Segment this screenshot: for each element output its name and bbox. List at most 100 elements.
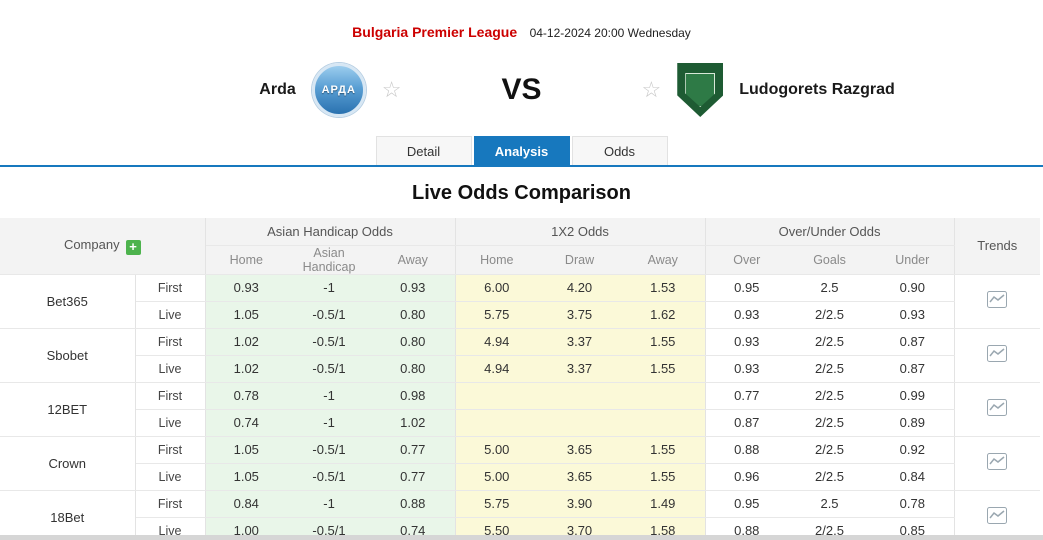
company-name: 18Bet (0, 490, 136, 540)
odds-cell: 0.93 (705, 328, 789, 356)
odds-cell: 0.92 (871, 436, 955, 464)
company-header: Company + (0, 218, 206, 275)
odds-cell: 0.87 (871, 355, 955, 383)
odds-cell: 2/2.5 (788, 409, 872, 437)
trend-chart-icon[interactable] (987, 399, 1008, 416)
odds-cell: 5.00 (455, 436, 539, 464)
odds-cell: 1.53 (621, 274, 706, 302)
table-row: Live 1.00 -0.5/1 0.74 5.50 3.70 1.58 0.8… (0, 517, 1040, 540)
sub-header: Over (705, 245, 789, 275)
league-name: Bulgaria Premier League (352, 24, 518, 40)
company-name: 12BET (0, 382, 136, 437)
sub-header: Goals (788, 245, 872, 275)
add-company-button[interactable]: + (125, 239, 141, 255)
odds-cell: 0.80 (371, 355, 456, 383)
company-name: Bet365 (0, 274, 136, 329)
odds-cell: 0.93 (705, 301, 789, 329)
sub-header: Asian Handicap (287, 245, 372, 275)
trend-chart-icon[interactable] (987, 345, 1008, 362)
odds-cell: 1.62 (621, 301, 706, 329)
trends-cell (954, 436, 1041, 491)
odds-cell: 3.37 (538, 328, 622, 356)
odds-cell: -0.5/1 (287, 463, 372, 491)
table-row: 12BET First 0.78 -1 0.98 0.77 2/2.5 0.99 (0, 382, 1041, 437)
live-odds-table: Company + Asian Handicap Odds 1X2 Odds Ov… (0, 218, 1041, 540)
odds-cell: 2/2.5 (788, 436, 872, 464)
home-logo-text: АРДА (321, 84, 356, 96)
trends-cell (954, 274, 1041, 329)
home-team-name: Arda (259, 81, 296, 98)
odds-cell: -1 (287, 490, 372, 518)
company-block-sbobet: Sbobet First 1.02 -0.5/1 0.80 4.94 3.37 … (0, 328, 1041, 383)
table-row: Live 1.02 -0.5/1 0.80 4.94 3.37 1.55 0.9… (0, 355, 1040, 383)
odds-cell: 0.77 (371, 463, 456, 491)
odds-cell: 2/2.5 (788, 355, 872, 383)
company-header-label: Company (63, 236, 120, 252)
trend-chart-icon[interactable] (987, 507, 1008, 524)
favorite-star-home-icon[interactable]: ☆ (381, 77, 402, 102)
table-row: 18Bet First 0.84 -1 0.88 5.75 3.90 1.49 … (0, 490, 1041, 540)
table-row: Live 1.05 -0.5/1 0.80 5.75 3.75 1.62 0.9… (0, 301, 1040, 329)
table-row: Sbobet First 1.02 -0.5/1 0.80 4.94 3.37 … (0, 328, 1041, 383)
odds-cell: 3.37 (538, 355, 622, 383)
favorite-star-away-icon[interactable]: ☆ (641, 77, 662, 102)
trends-cell (954, 328, 1041, 383)
odds-cell: 0.77 (705, 382, 789, 410)
sub-header: Under (871, 245, 955, 275)
odds-cell: 0.74 (205, 409, 288, 437)
odds-cell: 2/2.5 (788, 463, 872, 491)
odds-cell: 0.93 (205, 274, 288, 302)
asian-handicap-group-header: Asian Handicap Odds (205, 218, 456, 246)
table-row: Bet365 First 0.93 -1 0.93 6.00 4.20 1.53… (0, 274, 1041, 329)
odds-cell: 0.87 (705, 409, 789, 437)
odds-cell (455, 382, 539, 410)
tab-detail[interactable]: Detail (375, 136, 472, 165)
odds-cell: 4.20 (538, 274, 622, 302)
tab-underline (0, 165, 1043, 167)
over-under-group-header: Over/Under Odds (705, 218, 955, 246)
odds-cell (538, 382, 622, 410)
odds-cell: 1.02 (205, 355, 288, 383)
table-row: Live 1.05 -0.5/1 0.77 5.00 3.65 1.55 0.9… (0, 463, 1040, 491)
odds-cell: 0.78 (871, 490, 955, 518)
x12-group-header: 1X2 Odds (455, 218, 706, 246)
horizontal-scrollbar[interactable] (0, 535, 1043, 540)
row-type-label: First (135, 382, 206, 410)
odds-cell: 5.75 (455, 301, 539, 329)
company-block-crown: Crown First 1.05 -0.5/1 0.77 5.00 3.65 1… (0, 436, 1041, 491)
odds-cell: 6.00 (455, 274, 539, 302)
sub-header: Home (205, 245, 288, 275)
odds-cell: 0.78 (205, 382, 288, 410)
odds-cell: 2/2.5 (788, 382, 872, 410)
odds-cell: 0.88 (705, 517, 789, 540)
odds-cell: -1 (287, 409, 372, 437)
odds-cell (621, 409, 706, 437)
tab-analysis[interactable]: Analysis (473, 136, 570, 165)
odds-cell: 0.88 (371, 490, 456, 518)
odds-cell: 0.93 (871, 301, 955, 329)
odds-cell: 2/2.5 (788, 301, 872, 329)
trend-chart-icon[interactable] (987, 453, 1008, 470)
company-block-12bet: 12BET First 0.78 -1 0.98 0.77 2/2.5 0.99… (0, 382, 1041, 437)
odds-cell (455, 409, 539, 437)
odds-cell: 1.55 (621, 355, 706, 383)
odds-cell (621, 382, 706, 410)
odds-cell: 3.65 (538, 463, 622, 491)
odds-cell: 1.55 (621, 463, 706, 491)
row-type-label: First (135, 328, 206, 356)
row-type-label: Live (135, 463, 206, 491)
row-type-label: Live (135, 301, 206, 329)
trend-chart-icon[interactable] (987, 291, 1008, 308)
match-datetime: 04-12-2024 20:00 Wednesday (529, 26, 691, 40)
vs-label: VS (501, 73, 542, 106)
match-meta: Bulgaria Premier League 04-12-2024 20:00… (0, 0, 1043, 42)
odds-cell: 0.98 (371, 382, 456, 410)
odds-cell: 0.95 (705, 274, 789, 302)
odds-cell: 3.70 (538, 517, 622, 540)
home-team-logo: АРДА (311, 63, 366, 117)
company-block-18bet: 18Bet First 0.84 -1 0.88 5.75 3.90 1.49 … (0, 490, 1041, 540)
tab-odds[interactable]: Odds (571, 136, 668, 165)
company-block-bet365: Bet365 First 0.93 -1 0.93 6.00 4.20 1.53… (0, 274, 1041, 329)
sub-header: Draw (538, 245, 622, 275)
odds-cell: 0.84 (205, 490, 288, 518)
